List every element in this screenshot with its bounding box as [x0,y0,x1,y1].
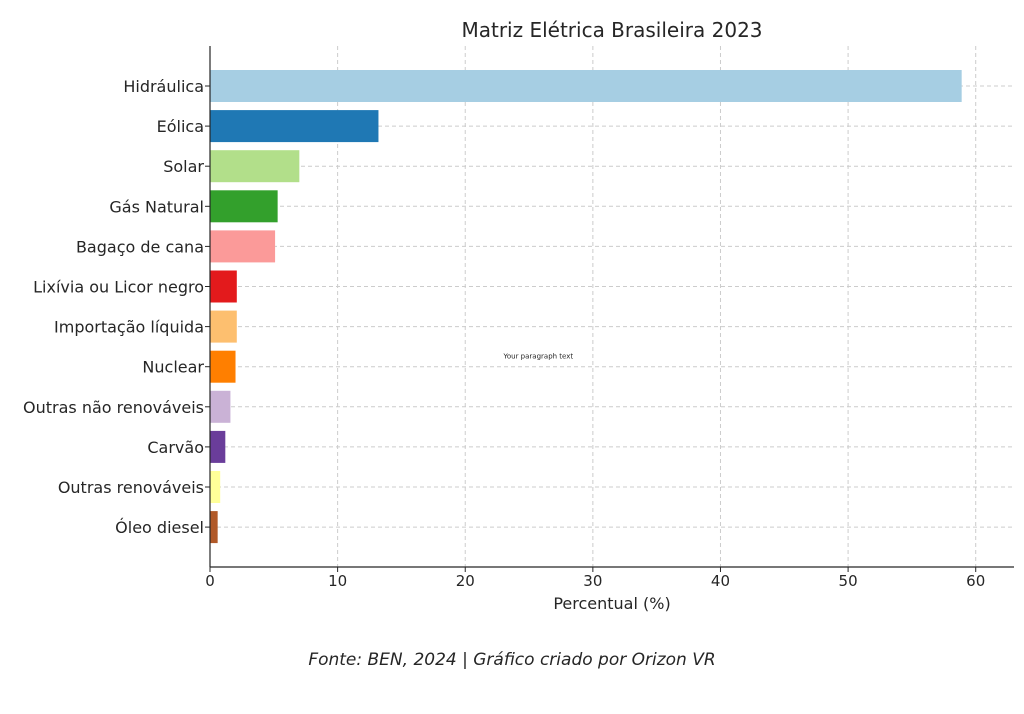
category-label: Bagaço de cana [76,237,204,256]
bar-4 [210,190,278,223]
bar-3 [210,150,300,183]
category-label: Hidráulica [123,77,204,96]
grid [209,46,1014,567]
bar-7 [210,310,237,343]
x-tick-label: 40 [711,572,730,590]
chart-title: Matriz Elétrica Brasileira 2023 [461,18,762,42]
x-axis-ticks: 0 10 20 30 40 50 60 [205,567,985,590]
annotation-text: Your paragraph text [503,353,574,361]
source-caption: Fonte: BEN, 2024 | Gráfico criado por Or… [308,650,716,670]
x-tick-label: 0 [205,572,215,590]
bar-5 [210,230,276,263]
bars [210,70,962,544]
category-label: Nuclear [142,358,204,377]
bar-2 [210,110,379,143]
category-label: Eólica [157,117,204,136]
x-axis-label: Percentual (%) [553,594,670,613]
x-tick-label: 10 [328,572,347,590]
category-label: Gás Natural [109,197,204,216]
x-tick-label: 50 [839,572,858,590]
category-label: Solar [163,157,204,176]
category-label: Óleo diesel [115,518,204,537]
category-labels: Hidráulica Eólica Solar Gás Natural Bagaço d… [23,77,210,537]
bar-12 [210,511,218,544]
x-tick-label: 30 [583,572,602,590]
category-label: Importação líquida [54,318,204,337]
bar-1 [210,70,962,102]
bar-9 [210,390,231,423]
category-label: Carvão [147,438,204,457]
bar-6 [210,270,237,303]
bar-8 [210,350,236,383]
bar-10 [210,430,226,463]
category-label: Outras renováveis [58,478,204,497]
category-label: Outras não renováveis [23,398,204,417]
bar-chart: Matriz Elétrica Brasileira 2023 Hidráuli… [23,18,1014,613]
bar-11 [210,471,221,503]
category-label: Lixívia ou Licor negro [33,278,204,297]
x-tick-label: 20 [456,572,475,590]
x-tick-label: 60 [966,572,985,590]
